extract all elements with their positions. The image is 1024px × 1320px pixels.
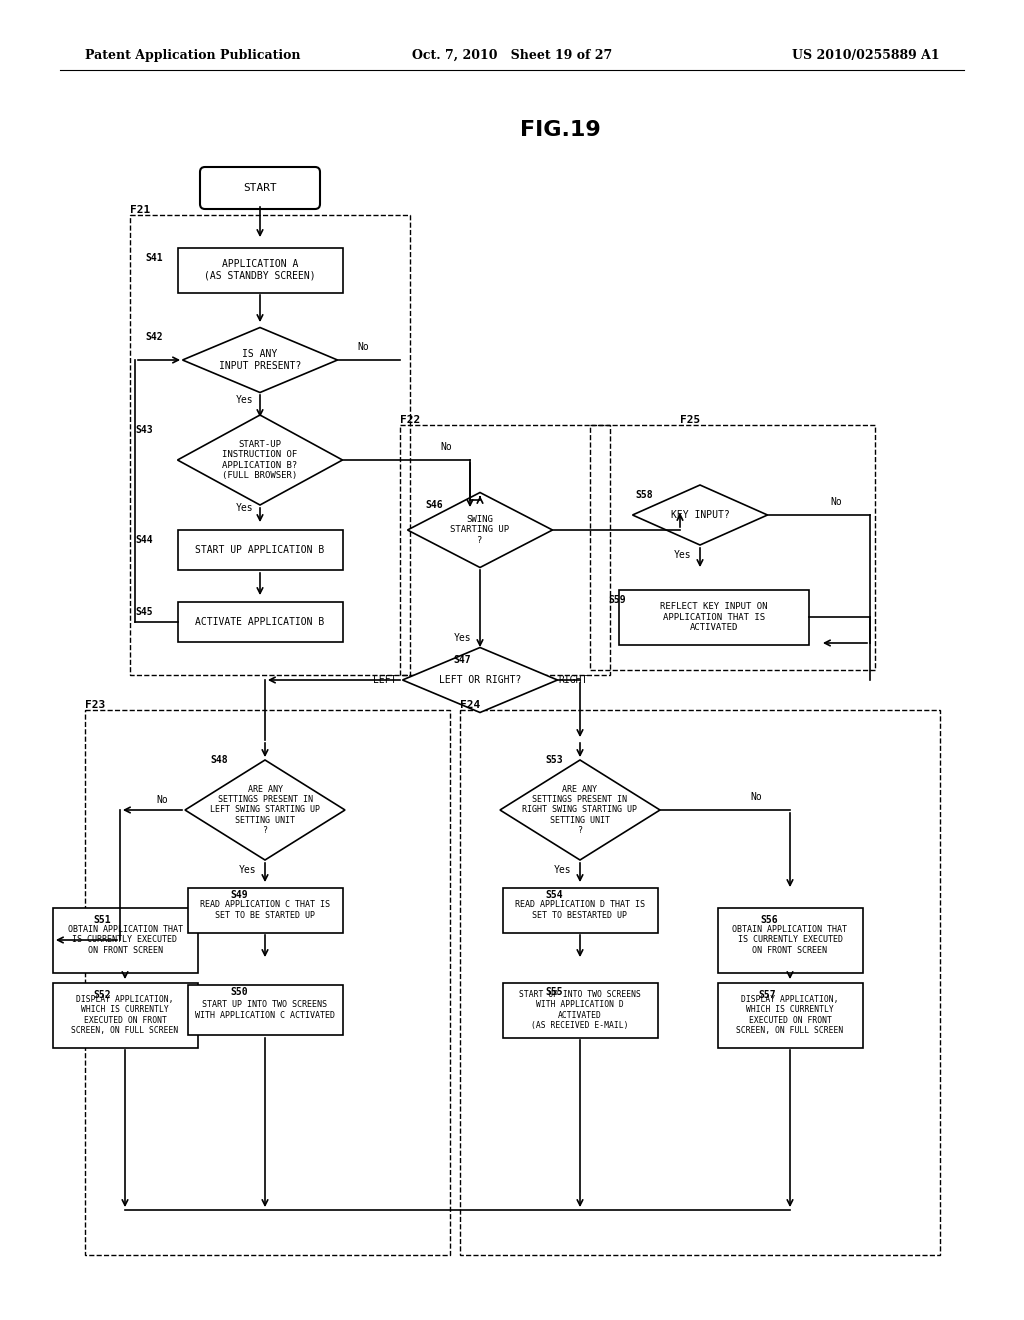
Text: No: No	[645, 512, 656, 521]
Text: START: START	[243, 183, 276, 193]
Text: F21: F21	[130, 205, 151, 215]
Text: ARE ANY
SETTINGS PRESENT IN
RIGHT SWING STARTING UP
SETTING UNIT
?: ARE ANY SETTINGS PRESENT IN RIGHT SWING …	[522, 784, 638, 836]
Text: REFLECT KEY INPUT ON
APPLICATION THAT IS
ACTIVATED: REFLECT KEY INPUT ON APPLICATION THAT IS…	[660, 602, 768, 632]
Text: S52: S52	[93, 990, 111, 1001]
FancyBboxPatch shape	[177, 602, 342, 642]
Text: No: No	[830, 498, 842, 507]
Text: S46: S46	[425, 500, 442, 510]
Text: Yes: Yes	[455, 634, 472, 643]
Text: S50: S50	[230, 987, 248, 997]
Text: DISPLAY APPLICATION,
WHICH IS CURRENTLY
EXECUTED ON FRONT
SCREEN, ON FULL SCREEN: DISPLAY APPLICATION, WHICH IS CURRENTLY …	[736, 995, 844, 1035]
Bar	[460, 710, 940, 1255]
FancyBboxPatch shape	[177, 248, 342, 293]
Text: START-UP
INSTRUCTION OF
APPLICATION B?
(FULL BROWSER): START-UP INSTRUCTION OF APPLICATION B? (…	[222, 440, 298, 480]
Text: Yes: Yes	[674, 550, 692, 560]
Bar	[130, 215, 410, 675]
Text: OBTAIN APPLICATION THAT
IS CURRENTLY EXECUTED
ON FRONT SCREEN: OBTAIN APPLICATION THAT IS CURRENTLY EXE…	[732, 925, 848, 954]
Polygon shape	[408, 492, 553, 568]
Text: S45: S45	[135, 607, 153, 616]
Text: Yes: Yes	[240, 865, 257, 875]
Text: Oct. 7, 2010   Sheet 19 of 27: Oct. 7, 2010 Sheet 19 of 27	[412, 49, 612, 62]
Polygon shape	[182, 327, 338, 392]
FancyBboxPatch shape	[177, 531, 342, 570]
Text: DISPLAY APPLICATION,
WHICH IS CURRENTLY
EXECUTED ON FRONT
SCREEN, ON FULL SCREEN: DISPLAY APPLICATION, WHICH IS CURRENTLY …	[72, 995, 178, 1035]
FancyBboxPatch shape	[52, 982, 198, 1048]
Text: F25: F25	[680, 414, 700, 425]
FancyBboxPatch shape	[52, 908, 198, 973]
Text: S58: S58	[635, 490, 652, 500]
Text: S49: S49	[230, 890, 248, 900]
Text: START UP INTO TWO SCREENS
WITH APPLICATION D
ACTIVATED
(AS RECEIVED E-MAIL): START UP INTO TWO SCREENS WITH APPLICATI…	[519, 990, 641, 1030]
Text: S54: S54	[545, 890, 562, 900]
Text: S55: S55	[545, 987, 562, 997]
Text: Yes: Yes	[237, 395, 254, 405]
Text: LEFT: LEFT	[373, 675, 396, 685]
Polygon shape	[177, 414, 342, 506]
Text: Yes: Yes	[554, 865, 571, 875]
Text: No: No	[156, 795, 168, 805]
Polygon shape	[185, 760, 345, 861]
Text: No: No	[357, 342, 369, 352]
Text: SWING
STARTING UP
?: SWING STARTING UP ?	[451, 515, 510, 545]
FancyBboxPatch shape	[618, 590, 809, 644]
Text: No: No	[750, 792, 762, 803]
FancyBboxPatch shape	[718, 982, 862, 1048]
Text: OBTAIN APPLICATION THAT
IS CURRENTLY EXECUTED
ON FRONT SCREEN: OBTAIN APPLICATION THAT IS CURRENTLY EXE…	[68, 925, 182, 954]
Bar	[85, 710, 450, 1255]
Text: US 2010/0255889 A1: US 2010/0255889 A1	[793, 49, 940, 62]
Text: S53: S53	[545, 755, 562, 766]
Text: RIGHT: RIGHT	[558, 675, 588, 685]
Text: READ APPLICATION C THAT IS
SET TO BE STARTED UP: READ APPLICATION C THAT IS SET TO BE STA…	[200, 900, 330, 920]
Text: S41: S41	[145, 253, 163, 263]
Text: S57: S57	[758, 990, 775, 1001]
Text: S44: S44	[135, 535, 153, 545]
FancyBboxPatch shape	[187, 985, 342, 1035]
Text: S59: S59	[608, 595, 626, 605]
Polygon shape	[633, 484, 768, 545]
Text: S43: S43	[135, 425, 153, 436]
Text: START UP INTO TWO SCREENS
WITH APPLICATION C ACTIVATED: START UP INTO TWO SCREENS WITH APPLICATI…	[195, 1001, 335, 1019]
Text: ACTIVATE APPLICATION B: ACTIVATE APPLICATION B	[196, 616, 325, 627]
Polygon shape	[500, 760, 660, 861]
FancyBboxPatch shape	[718, 908, 862, 973]
Text: No: No	[440, 442, 452, 451]
FancyBboxPatch shape	[200, 168, 319, 209]
Polygon shape	[402, 648, 557, 713]
Text: S56: S56	[760, 915, 777, 925]
FancyBboxPatch shape	[187, 887, 342, 932]
Text: KEY INPUT?: KEY INPUT?	[671, 510, 729, 520]
Text: S47: S47	[453, 655, 471, 665]
Text: S42: S42	[145, 333, 163, 342]
Text: START UP APPLICATION B: START UP APPLICATION B	[196, 545, 325, 554]
Text: APPLICATION A
(AS STANDBY SCREEN): APPLICATION A (AS STANDBY SCREEN)	[204, 259, 315, 281]
Text: F23: F23	[85, 700, 105, 710]
Text: Yes: Yes	[237, 503, 254, 513]
Text: LEFT OR RIGHT?: LEFT OR RIGHT?	[439, 675, 521, 685]
Text: READ APPLICATION D THAT IS
SET TO BESTARTED UP: READ APPLICATION D THAT IS SET TO BESTAR…	[515, 900, 645, 920]
Bar	[400, 425, 610, 675]
Text: S48: S48	[210, 755, 227, 766]
Text: F24: F24	[460, 700, 480, 710]
Bar	[590, 425, 874, 671]
Text: FIG.19: FIG.19	[519, 120, 600, 140]
FancyBboxPatch shape	[503, 887, 657, 932]
Text: S51: S51	[93, 915, 111, 925]
Text: IS ANY
INPUT PRESENT?: IS ANY INPUT PRESENT?	[219, 350, 301, 371]
FancyBboxPatch shape	[503, 982, 657, 1038]
Text: Patent Application Publication: Patent Application Publication	[85, 49, 300, 62]
Text: F22: F22	[400, 414, 420, 425]
Text: ARE ANY
SETTINGS PRESENT IN
LEFT SWING STARTING UP
SETTING UNIT
?: ARE ANY SETTINGS PRESENT IN LEFT SWING S…	[210, 784, 319, 836]
